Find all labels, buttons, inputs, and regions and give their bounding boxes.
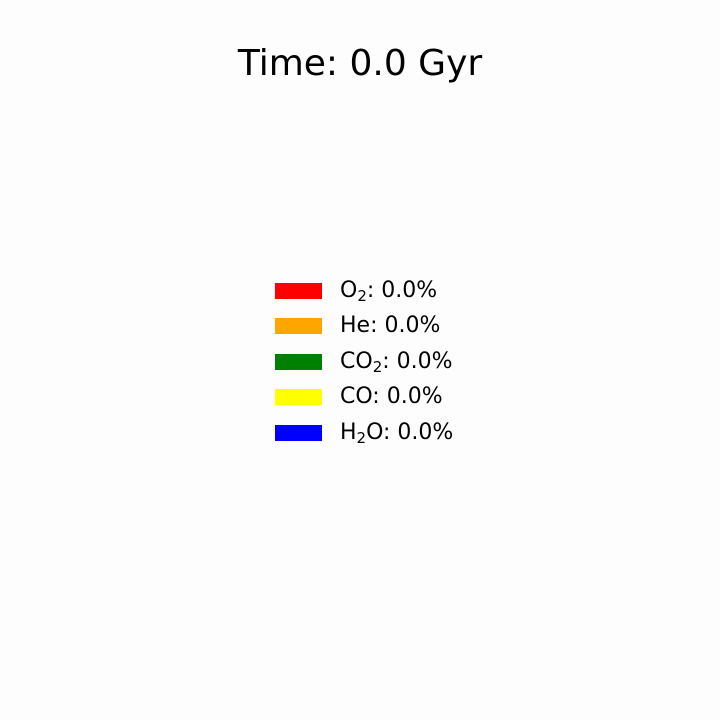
legend-entry-he: He: 0.0% [275, 309, 453, 345]
legend-swatch-o2 [275, 282, 322, 299]
legend-entry-co: CO: 0.0% [275, 380, 453, 416]
legend-label-co2: CO2: 0.0% [340, 348, 453, 376]
legend-label-h2o: H2O: 0.0% [340, 419, 454, 447]
chart-title: Time: 0.0 Gyr [237, 43, 483, 84]
chart-legend: O2: 0.0% He: 0.0% CO2: 0.0% CO: 0.0% H2O: 0.… [275, 273, 453, 451]
legend-entry-co2: CO2: 0.0% [275, 344, 453, 380]
legend-label-he: He: 0.0% [340, 313, 441, 339]
legend-label-o2: O2: 0.0% [340, 277, 438, 305]
legend-entry-h2o: H2O: 0.0% [275, 415, 453, 451]
legend-swatch-co [275, 389, 322, 406]
legend-swatch-h2o [275, 424, 322, 441]
legend-label-co: CO: 0.0% [340, 384, 443, 410]
legend-swatch-he [275, 318, 322, 335]
legend-swatch-co2 [275, 353, 322, 370]
legend-entry-o2: O2: 0.0% [275, 273, 453, 309]
